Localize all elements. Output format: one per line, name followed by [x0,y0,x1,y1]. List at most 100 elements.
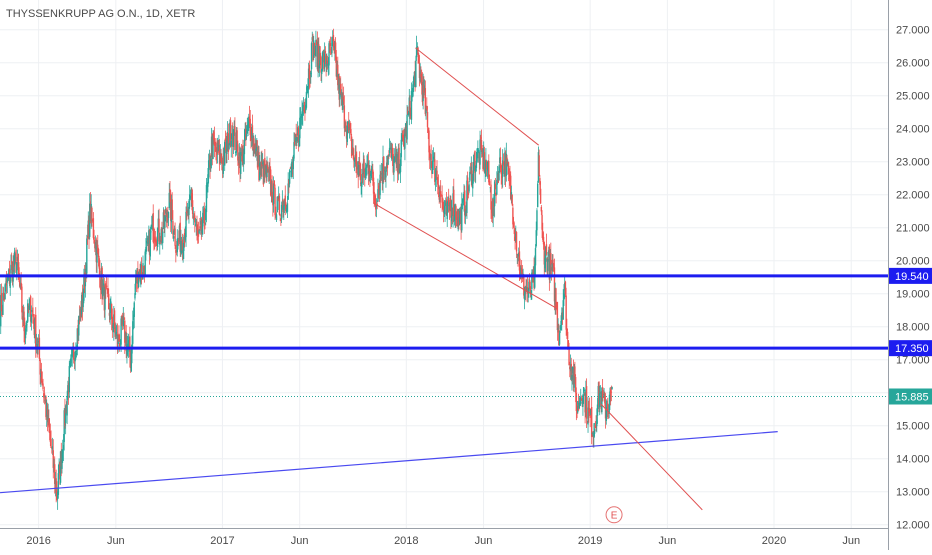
candle [323,49,325,73]
candle-body [470,166,473,175]
candle-body [385,170,387,178]
candle [486,161,489,179]
candle-body [609,389,612,395]
candle [267,161,269,173]
candle [566,318,568,339]
candle [277,186,280,210]
candle-body [118,343,121,347]
candle [196,215,198,241]
candle [240,144,243,162]
x-tick-label: Jun [107,535,125,547]
candle-body [549,253,551,279]
candle-body [235,132,238,153]
candle [40,362,43,384]
candle-body [323,52,325,69]
candle [165,207,168,228]
candle-body [10,264,12,274]
candle [393,148,396,163]
candle [597,382,599,410]
candle [94,235,97,256]
candle [434,152,436,186]
candle-body [533,267,535,288]
candle-body [452,193,454,217]
candle-body [291,161,293,175]
candle [32,297,34,324]
candle-body [545,244,548,255]
candle-body [565,295,567,330]
candle [79,306,81,322]
candle-body [213,137,216,146]
candle-body [0,295,2,327]
candle-body [506,157,508,164]
candle [298,134,300,148]
candle [213,130,215,145]
candle [485,160,488,177]
candle [143,265,146,283]
candle [221,153,223,171]
candle-body [472,180,474,189]
candle [561,307,563,331]
candle [125,324,127,359]
candle-body [588,408,591,414]
candle-body [153,236,156,242]
candle-body [229,120,232,148]
candle-body [594,425,597,429]
y-tick-label: 21.000 [896,223,930,235]
candle [539,174,541,195]
candle-body [194,215,196,223]
candle-body [188,200,190,216]
candle [542,231,545,250]
candle-body [122,316,124,327]
candle [348,111,350,134]
candle [41,371,44,386]
candle-body [563,293,565,300]
candle [205,177,208,223]
candle-body [345,130,348,139]
candle-body [445,199,448,216]
candle [129,350,132,373]
candle [43,390,45,403]
candle [202,206,204,235]
y-axis-labels: 27.00026.00025.00024.00023.00022.00021.0… [896,25,930,532]
candle [219,144,222,165]
candle-body [399,159,402,173]
candle [186,203,189,216]
candle [91,206,93,227]
candle [111,308,114,338]
candle [610,385,613,402]
candle-body [282,199,284,213]
candle [382,145,384,193]
candle-body [76,328,79,351]
candle-body [368,171,370,174]
candle [229,117,232,148]
candle [515,225,517,243]
candle-body [599,392,602,394]
candle-body [275,212,277,218]
candle [320,55,322,82]
candle-body [151,216,154,228]
candle [361,168,363,198]
candle-body [124,320,126,343]
candle [418,52,420,64]
candle-body [412,76,415,86]
candle [56,487,59,510]
candle [250,128,252,149]
candle [487,160,489,177]
candle [167,206,169,229]
candle-body [202,209,205,213]
candle-body [242,154,245,161]
candle-body [593,432,595,437]
candle [503,160,505,177]
candle-body [450,199,452,218]
candle [434,168,437,192]
candle [427,127,429,139]
candle-body [319,52,321,61]
candle-body [18,280,21,287]
candle-body [53,464,55,466]
candle [493,179,496,218]
candle-body [278,195,281,215]
candle [259,154,261,181]
candle-body [83,272,86,289]
candle [421,72,424,106]
